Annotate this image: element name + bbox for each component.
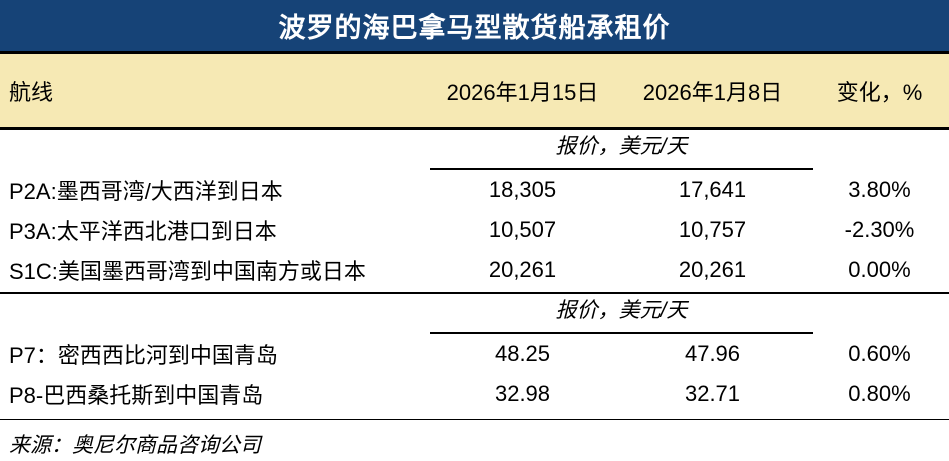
value-cell-date-2: 32.71 [684, 381, 741, 406]
table-row: P8-巴西桑托斯到中国青岛 32.98 32.71 0.80% [0, 374, 949, 414]
value-cell-date-1: 32.98 [494, 381, 551, 406]
value-cell-date-1: 10,507 [488, 217, 557, 242]
title-bar: 波罗的海巴拿马型散货船承租价 [0, 0, 949, 54]
table-row: P7：密西西比河到中国青岛 48.25 47.96 0.60% [0, 334, 949, 374]
table-header-row: 航线 2026年1月15日 2026年1月8日 变化，% [0, 54, 949, 130]
route-cell: P3A:太平洋西北港口到日本 [9, 219, 277, 244]
section-dollars-per-day: 报价，美元/天 P2A:墨西哥湾/大西洋到日本 18,305 17,641 3.… [0, 130, 949, 294]
source-row: 来源：奥尼尔商品咨询公司 [0, 420, 949, 459]
route-cell: S1C:美国墨西哥湾到中国南方或日本 [9, 259, 366, 284]
value-cell-date-2: 20,261 [678, 257, 747, 282]
value-cell-date-2: 47.96 [684, 341, 741, 366]
value-cell-date-1: 20,261 [488, 257, 557, 282]
column-header-route: 航线 [9, 79, 54, 105]
unit-subheader-row: 报价，美元/天 [0, 294, 949, 334]
value-cell-date-1: 48.25 [494, 341, 551, 366]
value-cell-date-2: 10,757 [678, 217, 747, 242]
source-text: 来源：奥尼尔商品咨询公司 [9, 434, 261, 457]
change-cell: 3.80% [848, 177, 911, 202]
route-cell: P2A:墨西哥湾/大西洋到日本 [9, 179, 283, 204]
unit-subheader-row: 报价，美元/天 [0, 130, 949, 170]
unit-label: 报价，美元/天 [430, 299, 813, 334]
change-cell: 0.60% [848, 341, 911, 366]
route-cell: P8-巴西桑托斯到中国青岛 [9, 383, 264, 408]
table-row: P3A:太平洋西北港口到日本 10,507 10,757 -2.30% [0, 210, 949, 250]
page-title: 波罗的海巴拿马型散货船承租价 [278, 13, 671, 43]
column-header-date-2: 2026年1月8日 [642, 79, 783, 105]
table-row: P2A:墨西哥湾/大西洋到日本 18,305 17,641 3.80% [0, 170, 949, 210]
column-header-change: 变化，% [836, 79, 923, 105]
value-cell-date-1: 18,305 [488, 177, 557, 202]
change-cell: -2.30% [844, 217, 915, 242]
unit-label: 报价，美元/天 [430, 135, 813, 170]
change-cell: 0.00% [848, 257, 911, 282]
section-grain-rates: 报价，美元/天 P7：密西西比河到中国青岛 48.25 47.96 0.60% … [0, 294, 949, 420]
column-header-date-1: 2026年1月15日 [446, 79, 599, 105]
value-cell-date-2: 17,641 [678, 177, 747, 202]
route-cell: P7：密西西比河到中国青岛 [9, 343, 278, 368]
change-cell: 0.80% [848, 381, 911, 406]
table-row: S1C:美国墨西哥湾到中国南方或日本 20,261 20,261 0.00% [0, 250, 949, 290]
